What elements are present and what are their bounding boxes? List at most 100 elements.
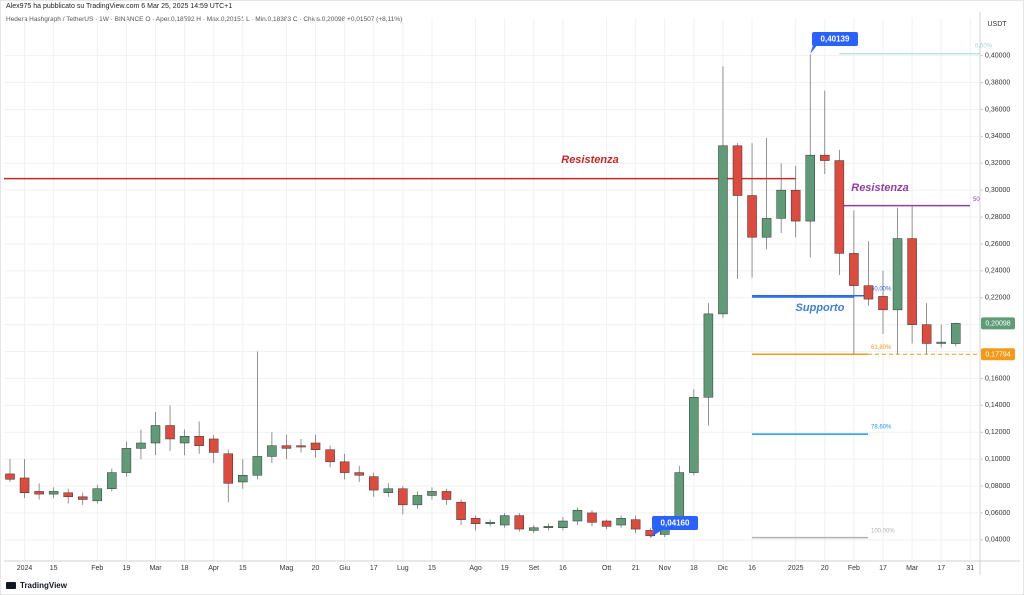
candle-body — [150, 425, 161, 444]
candle-body — [470, 518, 481, 524]
y-tick-label: 0,28000 — [985, 214, 1010, 221]
x-tick-label: Lug — [397, 565, 409, 572]
callout-box — [812, 32, 858, 46]
candle-body — [441, 491, 452, 500]
candle-body — [223, 453, 233, 484]
candle-body — [630, 519, 641, 530]
x-tick-label: Giu — [339, 565, 350, 572]
level-label: Resistenza — [851, 182, 908, 194]
callout-label: 0,40139 — [821, 35, 850, 44]
y-tick-label: 0,06000 — [985, 510, 1010, 517]
x-tick-label: 2024 — [17, 565, 33, 572]
candle-body — [689, 397, 699, 473]
candle-body — [78, 496, 88, 500]
y-tick-label: 0,30000 — [985, 187, 1010, 194]
callout-box — [652, 516, 698, 530]
candle-body — [499, 515, 510, 526]
candle-body — [907, 238, 917, 325]
x-tick-label: Mar — [149, 565, 162, 572]
price-tag-label: 0,20098 — [985, 321, 1010, 328]
y-tick-label: 0,16000 — [985, 375, 1010, 382]
candle-body — [514, 515, 524, 530]
candle-body — [558, 520, 568, 528]
callout-pointer — [810, 39, 822, 54]
logo — [6, 582, 16, 589]
candle-body — [354, 472, 364, 476]
candle-body — [296, 445, 306, 448]
candle-body — [616, 518, 626, 526]
price-tag — [981, 317, 1015, 330]
x-tick-label: Mag — [280, 565, 294, 572]
candle-body — [107, 472, 117, 489]
x-tick-label: 15 — [428, 565, 436, 572]
y-tick-label: 0,22000 — [985, 295, 1010, 302]
candle-body — [252, 456, 263, 476]
candle-body — [820, 154, 830, 161]
fib-label: 100,00% — [871, 528, 895, 534]
x-tick-label: Ago — [469, 565, 482, 572]
y-tick-label: 0,36000 — [985, 106, 1010, 113]
callout-pointer — [650, 530, 662, 538]
x-tick-label: Nov — [659, 565, 672, 572]
candle-body — [339, 461, 350, 473]
x-tick-label: 17 — [370, 565, 378, 572]
candle-body — [951, 323, 961, 344]
x-tick-label: 15 — [50, 565, 58, 572]
fib-label: 78,60% — [871, 425, 892, 431]
candle-body — [5, 473, 15, 480]
candle-body — [208, 438, 219, 453]
candle-body — [136, 442, 146, 449]
candle-body — [92, 488, 103, 502]
symbol-info: Hedera Hashgraph / TetherUS · 1W · BINAN… — [6, 16, 403, 23]
publisher: Alex975 ha pubblicato su TradingView.com… — [6, 3, 233, 10]
candle-body — [281, 445, 292, 449]
fib-label: 0,00% — [975, 43, 993, 49]
x-tick-label: 18 — [690, 565, 698, 572]
price-tag-label: 0,17794 — [985, 352, 1010, 359]
candle-body — [790, 189, 801, 222]
extra-label: 50 — [973, 197, 980, 203]
candle-body — [194, 436, 204, 446]
candle-body — [776, 189, 786, 219]
candle-body — [121, 448, 132, 473]
y-tick-label: 0,12000 — [985, 429, 1010, 436]
x-tick-label: Apr — [208, 565, 220, 572]
candle-body — [718, 145, 728, 315]
x-tick-label: 2025 — [788, 565, 804, 572]
candle-body — [310, 442, 321, 450]
y-tick-label: 0,14000 — [985, 402, 1010, 409]
candle-body — [19, 477, 30, 494]
level-label: Supporto — [796, 302, 845, 314]
y-tick-label: 0,34000 — [985, 133, 1010, 140]
y-tick-label: 0,24000 — [985, 268, 1010, 275]
x-tick-label: 21 — [632, 565, 640, 572]
x-tick-label: Dic — [718, 565, 729, 572]
candle-body — [485, 522, 495, 524]
candle-body — [34, 491, 44, 495]
candle-body — [63, 492, 73, 498]
candle-body — [325, 449, 335, 463]
candle-body — [412, 495, 423, 506]
candle-body — [165, 425, 175, 440]
price-tag — [981, 348, 1015, 361]
x-tick-label: 19 — [501, 565, 509, 572]
candle-body — [878, 296, 888, 311]
candle-body — [892, 238, 903, 311]
x-tick-label: 17 — [937, 565, 945, 572]
y-tick-label: 0,04000 — [985, 537, 1010, 544]
candle-body — [747, 195, 757, 238]
x-tick-label: 18 — [181, 565, 189, 572]
x-tick-label: 16 — [748, 565, 756, 572]
candle-body — [398, 488, 408, 506]
candle-body — [179, 436, 190, 444]
y-tick-label: 0,10000 — [985, 456, 1010, 463]
fib-label: 61,80% — [871, 345, 892, 351]
candle-body — [456, 501, 466, 520]
candle-body — [48, 491, 59, 495]
x-tick-label: 19 — [123, 565, 131, 572]
y-tick-label: 0,40000 — [985, 53, 1010, 60]
candle-body — [703, 313, 714, 398]
candle-body — [369, 476, 379, 491]
candle-body — [863, 285, 874, 300]
candle-body — [921, 324, 932, 344]
